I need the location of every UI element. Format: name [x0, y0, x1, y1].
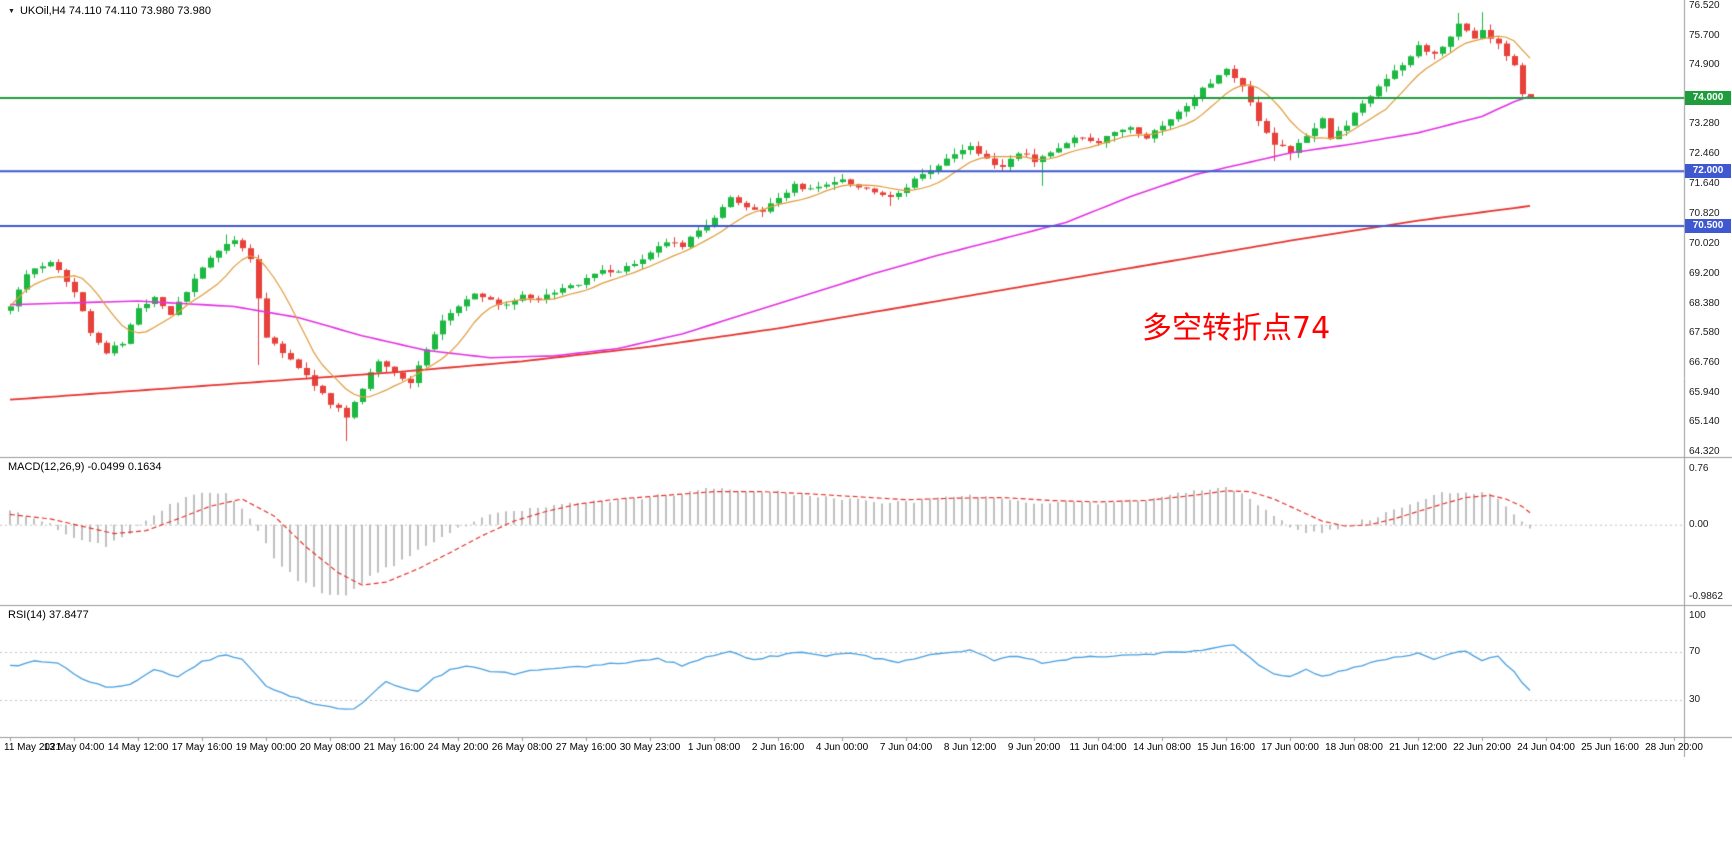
symbol-marker-icon: ▼	[8, 7, 15, 15]
macd-indicator-label: MACD(12,26,9) -0.0499 0.1634	[8, 461, 162, 473]
chart-title: ▼ UKOil,H4 74.110 74.110 73.980 73.980	[8, 5, 211, 17]
annotation-text: 多空转折点74	[1142, 311, 1331, 346]
chart-title-text: UKOil,H4 74.110 74.110 73.980 73.980	[19, 5, 211, 17]
rsi-indicator-label: RSI(14) 37.8477	[8, 609, 89, 621]
